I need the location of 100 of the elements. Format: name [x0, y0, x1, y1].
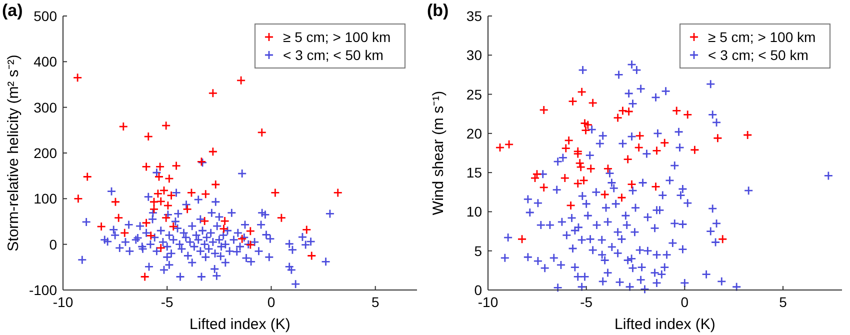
y-tick-label: 400	[34, 54, 58, 70]
point	[564, 136, 574, 146]
point	[172, 161, 181, 170]
point	[588, 98, 598, 108]
point	[186, 188, 196, 198]
y-tick-label: 35	[466, 8, 482, 24]
point	[539, 182, 549, 192]
point	[200, 216, 210, 226]
y-tick-label: 25	[466, 86, 482, 102]
point	[154, 172, 164, 182]
y-tick-label: 0	[49, 236, 58, 252]
point	[586, 164, 596, 174]
point	[156, 243, 166, 253]
point	[161, 120, 171, 130]
x-tick-label: 5	[371, 294, 380, 310]
point	[634, 142, 644, 152]
point	[568, 96, 578, 106]
point	[333, 188, 343, 198]
point	[153, 188, 163, 198]
point	[142, 162, 151, 172]
point	[495, 142, 505, 152]
point	[159, 186, 169, 196]
point	[560, 173, 570, 183]
point	[617, 192, 626, 202]
point	[257, 128, 267, 138]
point	[573, 149, 583, 158]
point	[603, 164, 613, 174]
point	[149, 197, 159, 207]
point	[627, 180, 636, 190]
point	[623, 154, 633, 164]
point	[276, 213, 286, 223]
x-axis-title: Lifted index (K)	[190, 316, 290, 333]
y-tick-label: 30	[466, 47, 482, 64]
legend-label: < 3 cm; < 50 km	[283, 47, 384, 63]
point	[660, 138, 670, 148]
legend-label: < 3 cm; < 50 km	[708, 47, 808, 63]
point	[155, 162, 165, 172]
x-tick-label: -5	[160, 294, 174, 310]
point	[579, 176, 588, 186]
point	[672, 106, 682, 116]
point	[504, 140, 514, 150]
x-axis-title: Lifted index (K)	[614, 316, 716, 333]
point	[210, 180, 220, 190]
y-tick-label: 200	[34, 145, 58, 161]
point	[72, 72, 82, 82]
point	[742, 130, 752, 140]
point	[96, 222, 106, 232]
point	[246, 226, 256, 236]
y-axis-title: Wind shear (m s⁻¹)	[430, 90, 447, 216]
point	[219, 224, 228, 234]
point	[110, 197, 120, 207]
point	[302, 225, 312, 234]
point	[208, 146, 218, 156]
point	[651, 182, 660, 192]
point	[166, 190, 176, 200]
point	[306, 251, 316, 260]
chart-title: (b)	[427, 1, 449, 20]
point	[581, 126, 590, 135]
x-tick-label: 0	[267, 294, 276, 310]
y-tick-label: 100	[34, 190, 58, 207]
legend-label: ≥ 5 cm; > 100 km	[283, 29, 391, 45]
point	[613, 113, 622, 122]
point	[161, 213, 171, 223]
y-tick-label: 15	[466, 164, 482, 181]
point	[690, 145, 700, 155]
y-axis-title: Storm-relative helicity (m² s⁻²)	[5, 54, 22, 252]
point	[270, 188, 280, 198]
point	[532, 169, 542, 179]
point	[220, 216, 230, 226]
point	[200, 189, 210, 199]
point	[182, 204, 192, 214]
point	[236, 76, 246, 86]
point	[208, 88, 218, 98]
y-tick-label: 10	[466, 204, 482, 220]
point	[517, 234, 527, 244]
point	[82, 172, 92, 182]
point	[146, 230, 156, 240]
point	[149, 204, 159, 214]
legend-label: ≥ 5 cm; > 100 km	[708, 29, 816, 45]
point	[652, 146, 662, 156]
point	[682, 110, 692, 120]
chart-title: (a)	[2, 1, 23, 20]
point	[164, 174, 174, 184]
point	[561, 144, 571, 154]
y-tick-label: 5	[474, 242, 482, 259]
point	[713, 133, 722, 143]
point	[575, 158, 585, 168]
point	[635, 131, 645, 140]
point	[144, 132, 154, 142]
point	[718, 234, 728, 244]
point	[539, 105, 549, 115]
point	[168, 222, 178, 232]
point	[583, 120, 593, 130]
x-tick-label: 0	[680, 294, 689, 310]
y-tick-label: 300	[34, 99, 58, 116]
y-tick-label: 20	[466, 125, 482, 142]
point	[120, 228, 130, 238]
x-tick-label: -5	[580, 294, 593, 310]
point	[114, 213, 124, 223]
point	[624, 106, 634, 116]
